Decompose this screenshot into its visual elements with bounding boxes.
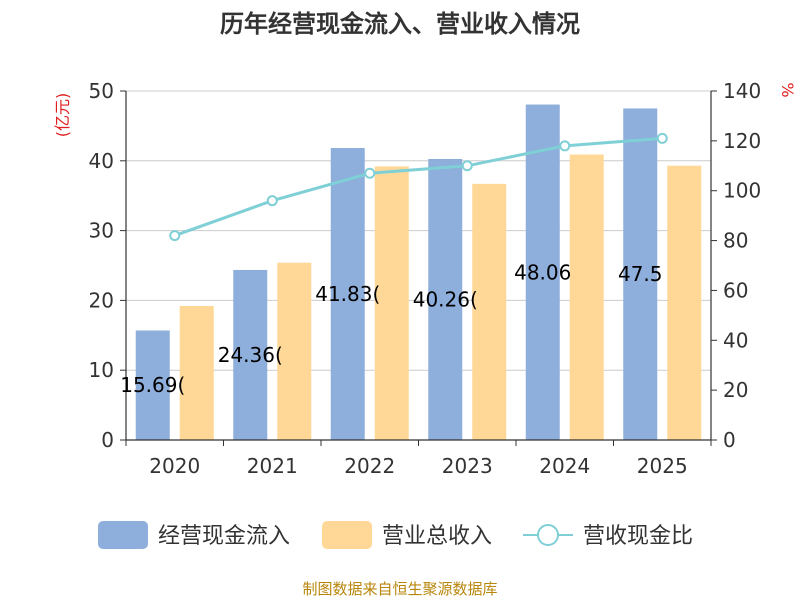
cash-inflow-data-label: 41.83( — [315, 282, 380, 306]
legend-cash-inflow-label: 经营现金流入 — [158, 524, 290, 549]
x-tick-label: 2024 — [539, 454, 590, 478]
cash-inflow-data-label: 24.36( — [218, 343, 283, 367]
x-tick-label: 2020 — [149, 454, 200, 478]
cash-inflow-bar — [330, 148, 365, 440]
ratio-point — [461, 160, 473, 172]
x-tick-label: 2025 — [637, 454, 688, 478]
y-left-tick-label: 0 — [101, 428, 114, 452]
cash-inflow-bar — [428, 158, 463, 440]
y-right-tick-label: 40 — [723, 328, 748, 352]
y-left-tick-label: 30 — [89, 219, 114, 243]
cash-inflow-data-label: 15.69( — [120, 373, 185, 397]
grid-lines — [126, 90, 711, 371]
source-note: 制图数据来自恒生聚源数据库 — [302, 580, 497, 598]
y-right-tick-label: 0 — [723, 428, 736, 452]
y-left-tick-label: 10 — [89, 358, 114, 382]
x-tick-label: 2021 — [247, 454, 298, 478]
legend-ratio-marker — [537, 524, 559, 546]
legend-revenue-swatch — [322, 521, 372, 549]
cash-inflow-bar — [135, 330, 170, 440]
revenue-bar — [667, 165, 702, 440]
y-right-tick-label: 100 — [723, 179, 761, 203]
legend-ratio-label: 营收现金比 — [583, 524, 693, 549]
y-right-tick-label: 20 — [723, 378, 748, 402]
x-tick-label: 2023 — [442, 454, 493, 478]
bars — [135, 104, 702, 441]
ratio-point — [559, 140, 571, 152]
x-tick-label: 2022 — [344, 454, 395, 478]
cash-inflow-bar — [233, 269, 268, 440]
y-left-tick-label: 40 — [89, 149, 114, 173]
ratio-point — [266, 195, 278, 207]
legend-cash-inflow: 经营现金流入 — [98, 521, 290, 549]
revenue-bar — [472, 183, 507, 441]
revenue-bar — [374, 166, 409, 440]
legend-revenue-label: 营业总收入 — [382, 524, 492, 549]
y-left-tick-label: 20 — [89, 288, 114, 312]
ratio-line-path — [174, 136, 663, 237]
y-right-tick-label: 80 — [723, 229, 748, 253]
ratio-point — [169, 230, 181, 242]
cash-inflow-data-label: 40.26( — [413, 287, 478, 311]
legend-cash-inflow-swatch — [98, 521, 148, 549]
y-left-tick-label: 50 — [89, 79, 114, 103]
y-left-axis-label: (亿元) — [53, 93, 72, 138]
revenue-bar — [179, 305, 214, 440]
y-right-tick-label: 120 — [723, 129, 761, 153]
legend-revenue: 营业总收入 — [322, 521, 492, 549]
revenue-bar — [277, 262, 312, 440]
legend: 经营现金流入 营业总收入 营收现金比 — [98, 521, 693, 549]
legend-ratio: 营收现金比 — [523, 524, 693, 549]
axes: 0 10 20 30 40 50 0 20 40 60 80 100 120 140 2020 2021 202… — [89, 79, 762, 478]
cash-inflow-bar — [525, 104, 560, 440]
chart-title: 历年经营现金流入、营业收入情况 — [220, 10, 580, 38]
ratio-point — [656, 132, 668, 144]
cash-inflow-data-label: 47.5 — [618, 262, 663, 286]
cash-inflow-data-label: 48.06 — [514, 260, 571, 284]
revenue-bar — [569, 154, 604, 440]
data-labels: 15.69( 24.36( 41.83( 40.26( 48.06 47.5 — [120, 260, 662, 397]
y-right-tick-label: 140 — [723, 79, 761, 103]
ratio-point — [364, 167, 376, 179]
cash-inflow-bar — [623, 108, 658, 440]
y-right-tick-label: 60 — [723, 278, 748, 302]
y-right-axis-label: % — [778, 82, 797, 97]
ratio-line — [169, 132, 668, 242]
